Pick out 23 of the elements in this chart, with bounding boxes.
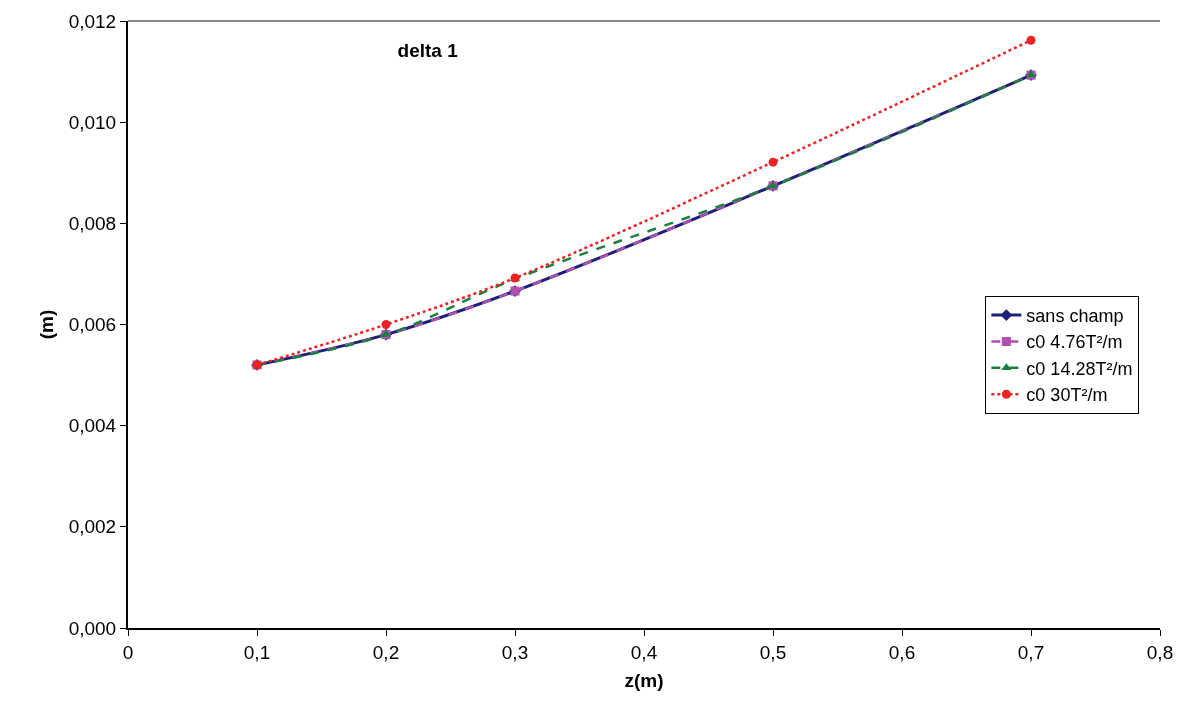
legend-label: c0 4.76T²/m: [1026, 332, 1123, 353]
y-tick-label: 0,004: [68, 415, 117, 437]
x-tick-label: 0,2: [372, 641, 400, 663]
legend-label: c0 14.28T²/m: [1026, 358, 1133, 379]
y-tick-label: 0,006: [68, 314, 117, 336]
y-axis-title: (m): [36, 309, 57, 340]
x-tick-label: 0,6: [888, 641, 916, 663]
x-tick-label: 0,8: [1146, 641, 1174, 663]
x-tick-label: 0,5: [759, 641, 787, 663]
y-tick-label: 0,000: [68, 617, 117, 639]
text: delta 1: [397, 39, 459, 61]
y-tick-label: 0,010: [68, 111, 117, 133]
legend-label: sans champ: [1026, 306, 1124, 327]
y-tick-label: 0,012: [68, 10, 117, 32]
x-axis-title: z(m): [624, 670, 664, 692]
legend-label: c0 30T²/m: [1026, 385, 1108, 406]
x-tick-label: 0,7: [1017, 641, 1045, 663]
y-tick-label: 0,002: [68, 516, 117, 538]
x-tick-label: 0,4: [630, 641, 658, 663]
x-tick-label: 0: [122, 641, 134, 663]
x-tick-label: 0,3: [501, 641, 529, 663]
y-tick-label: 0,008: [68, 212, 117, 234]
x-tick-label: 0,1: [243, 641, 271, 663]
